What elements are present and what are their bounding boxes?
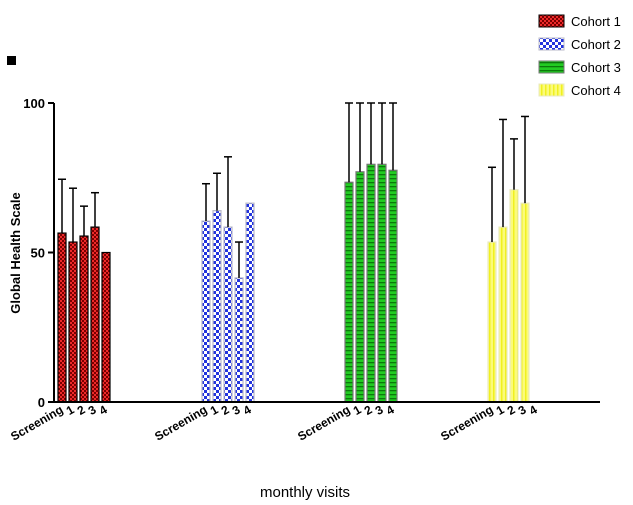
bar-1-3 [79,235,89,403]
x-tick-label: 4 [384,402,397,418]
legend-label: Cohort 3 [571,60,621,75]
x-axis-title: monthly visits [260,484,350,501]
bar-4-3 [509,189,519,403]
bar-1-2 [68,241,78,403]
bar-1-4 [90,226,100,403]
legend-swatch [538,14,565,28]
bar-3-3 [366,163,376,403]
bar-2-3 [223,226,233,403]
bar-4-4 [520,202,530,403]
bar-2-1 [201,220,211,403]
legend: Cohort 1 Cohort 2 Cohort 3 Cohort 4 [538,14,621,98]
y-tick-label: 0 [38,395,45,410]
y-ticks: 0 50 100 [23,96,54,410]
x-tick-label: 4 [97,402,110,418]
bar-1-5 [101,251,111,403]
corner-square-marker [7,56,16,65]
bar-3-5 [388,169,398,403]
x-tick-label: Screening [152,402,209,443]
error-bars-layer [58,102,529,278]
y-tick-label: 100 [23,96,45,111]
y-tick-label: 50 [31,246,45,261]
bar-2-2 [212,210,222,403]
bar-3-1 [344,181,354,403]
bar-2-5 [245,202,255,403]
legend-swatch [538,37,565,51]
bar-1-1 [57,232,67,403]
bar-4-2 [498,226,508,403]
x-tick-label: Screening [295,402,352,443]
x-tick-label: Screening [438,402,495,443]
bar-3-4 [377,163,387,403]
legend-swatch [538,60,565,74]
x-tick-label: 4 [527,402,540,418]
bar-3-2 [355,171,365,403]
legend-label: Cohort 1 [571,14,621,29]
x-tick-label: 4 [241,402,254,418]
bar-2-4 [234,277,244,403]
bars-layer [57,163,530,403]
legend-swatch [538,83,565,97]
bar-4-1 [487,241,497,403]
y-axis-title: Global Health Scale [8,192,23,313]
legend-label: Cohort 2 [571,37,621,52]
legend-label: Cohort 4 [571,83,621,98]
